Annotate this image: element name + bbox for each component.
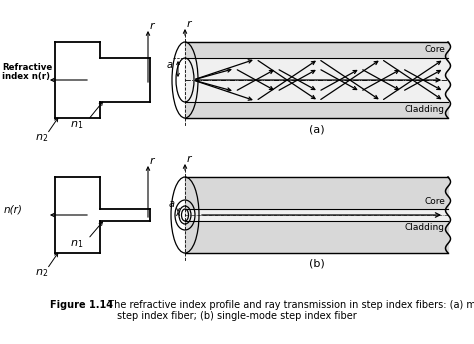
Text: a: a bbox=[167, 60, 173, 70]
Text: index n(r): index n(r) bbox=[2, 72, 50, 81]
Text: $n_2$: $n_2$ bbox=[35, 267, 48, 279]
Text: $n_1$: $n_1$ bbox=[70, 238, 83, 250]
Text: r: r bbox=[150, 156, 155, 166]
Text: (a): (a) bbox=[309, 124, 324, 134]
Text: Figure 1.14: Figure 1.14 bbox=[50, 300, 113, 310]
Text: r: r bbox=[187, 19, 191, 29]
Text: The refractive index profile and ray transmission in step index fibers: (a) mult: The refractive index profile and ray tra… bbox=[102, 300, 474, 310]
Text: Cladding: Cladding bbox=[405, 105, 445, 114]
Text: r: r bbox=[150, 21, 155, 31]
Text: Refractive: Refractive bbox=[2, 63, 52, 72]
Text: Core: Core bbox=[424, 45, 445, 54]
Text: r: r bbox=[187, 154, 191, 164]
Text: Cladding: Cladding bbox=[405, 223, 445, 232]
Text: (b): (b) bbox=[309, 259, 324, 269]
Text: Core: Core bbox=[424, 197, 445, 206]
Text: n(r): n(r) bbox=[4, 205, 23, 215]
Text: step index fiber; (b) single-mode step index fiber: step index fiber; (b) single-mode step i… bbox=[117, 311, 357, 321]
Text: $n_1$: $n_1$ bbox=[70, 119, 83, 131]
Text: $n_2$: $n_2$ bbox=[35, 132, 48, 144]
Text: a: a bbox=[169, 199, 175, 209]
